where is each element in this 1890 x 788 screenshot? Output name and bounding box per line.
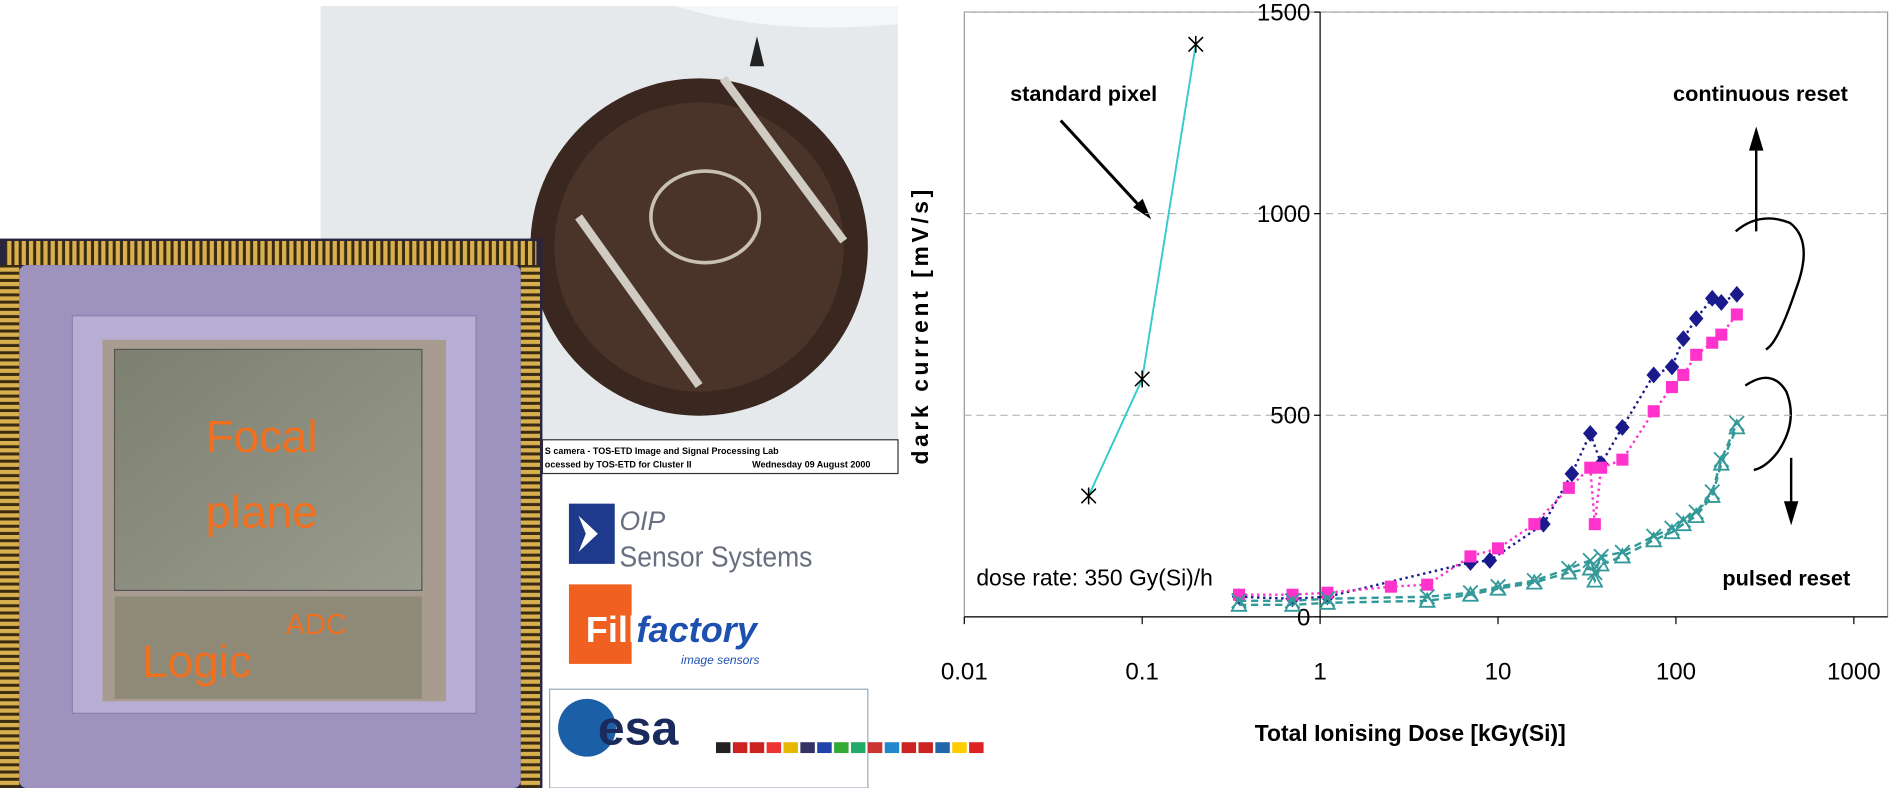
marker [1648,405,1660,417]
logo-text: OIP [620,506,666,536]
marker [1666,381,1678,393]
marker [1385,581,1397,593]
x-tick-label: 100 [1656,659,1696,686]
marker [1616,454,1628,466]
x-tick-label: 0.01 [941,659,988,686]
y-axis-label: dark current [mV/s] [907,186,933,464]
logo-text: esa [598,702,680,756]
y-tick-label: 1000 [1257,201,1311,228]
x-tick-label: 1000 [1827,659,1881,686]
x-tick-label: 10 [1485,659,1512,686]
logo-text: factory [636,609,758,650]
chart: Total Ionising Dose [kGy(Si)] dark curre… [907,0,1887,746]
marker [1731,308,1743,320]
marker [1528,518,1540,530]
marker [1595,462,1607,474]
marker [1464,550,1476,562]
marker [1690,349,1702,361]
x-axis-label: Total Ionising Dose [kGy(Si)] [1255,720,1566,746]
annotation: standard pixel [1010,81,1157,106]
y-tick-label: 500 [1270,403,1310,430]
chip-label: Logic [142,636,251,687]
marker [1421,579,1433,591]
x-tick-label: 0.1 [1125,659,1159,686]
chip-photo: Focal plane ADC Logic [0,239,542,788]
marker [1563,482,1575,494]
annotation: pulsed reset [1722,566,1850,591]
marker [1589,518,1601,530]
caption: Wednesday 09 August 2000 [752,460,870,470]
marker [1715,329,1727,341]
annotation: dose rate: 350 Gy(Si)/h [976,565,1213,591]
y-tick-label: 1500 [1257,0,1311,26]
annotation: continuous reset [1673,81,1848,106]
caption: ocessed by TOS-ETD for Cluster II [545,460,692,470]
page: {"chart_data": {"type": "scatter", "x_la… [0,0,1890,788]
caption: S camera - TOS-ETD Image and Signal Proc… [545,446,779,456]
logo-text: Sensor Systems [620,541,813,573]
slide: S camera - TOS-ETD Image and Signal Proc… [0,0,1890,788]
chip-label: plane [206,487,318,538]
x-tick-label: 1 [1313,659,1326,686]
logo-text: image sensors [681,653,759,667]
chip-label: Focal [206,411,318,462]
chip-label: ADC [286,609,347,641]
logo-text: Fill [586,609,638,650]
marker [1677,369,1689,381]
marker [1492,542,1504,554]
logos: OIP Sensor Systems Fill factory image se… [550,504,984,788]
marker [1584,462,1596,474]
